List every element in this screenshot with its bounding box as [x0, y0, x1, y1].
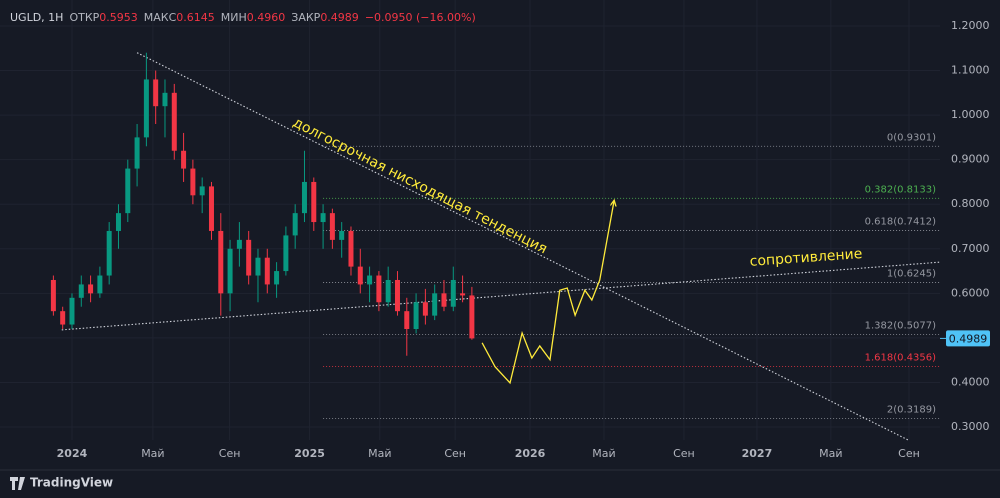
y-tick-label: 0.6000 [951, 286, 990, 299]
brand-logo [10, 477, 25, 490]
candle-body [218, 230, 224, 294]
candle-body [199, 186, 205, 196]
y-tick-label: 1.2000 [951, 19, 990, 32]
x-tick-label: Сен [444, 447, 466, 460]
candle-body [320, 213, 326, 223]
header-item: ОТКР [69, 11, 99, 24]
x-tick-label: Сен [673, 447, 695, 460]
candle-body [357, 266, 363, 285]
header-item: UGLD, 1Н [10, 11, 63, 24]
candle-body [348, 230, 354, 267]
candle-body [134, 137, 140, 169]
candle-body [376, 275, 382, 303]
candle-body [460, 293, 466, 296]
candle-body [404, 311, 410, 329]
header-item: 0.5953 [99, 11, 138, 24]
x-tick-label: Май [368, 447, 391, 460]
candle-body [311, 181, 317, 223]
candle-body [394, 279, 400, 312]
candle-body [422, 302, 428, 316]
candle-body [125, 168, 131, 214]
header-item: МАКС [144, 11, 177, 24]
chart-header: UGLD, 1Н ОТКР0.5953 МАКС0.6145 МИН0.4960 ЗАК… [10, 11, 476, 24]
candle-body [283, 235, 289, 272]
y-tick-label: 0.7000 [951, 242, 990, 255]
candle-body [106, 230, 112, 276]
header-item: 0.4989 [320, 11, 359, 24]
candle-body [292, 213, 298, 236]
fib-label: 1.618(0.4356) [865, 353, 937, 364]
last-price-label: 0.4989 [949, 332, 988, 345]
candle-body [69, 297, 75, 325]
candle-body [97, 275, 103, 294]
fib-label: 0.382(0.8133) [865, 184, 937, 195]
x-tick-label: Сен [219, 447, 241, 460]
candle-body [441, 293, 447, 307]
candle-body [264, 257, 270, 285]
annotation: сопротивление [749, 246, 863, 270]
header-item: −0.0950 (−16.00%) [365, 11, 476, 24]
candle-body [88, 284, 94, 294]
fib-label: 1(0.6245) [887, 268, 936, 279]
candle-body [143, 79, 149, 138]
candle-body [50, 279, 56, 312]
x-tick-label: 2025 [294, 447, 325, 460]
header-item: 0.4960 [247, 11, 286, 24]
candle-body [469, 295, 475, 339]
x-tick-label: Май [592, 447, 615, 460]
x-tick-label: 2024 [57, 447, 88, 460]
candle-body [450, 279, 456, 307]
candle-body [162, 92, 168, 107]
fib-label: 2(0.3189) [887, 405, 936, 416]
candle-body [190, 168, 196, 196]
candle-body [329, 213, 335, 240]
candle-body [236, 239, 242, 249]
candle-body [246, 239, 252, 276]
last-price-tag [946, 330, 990, 347]
fib-label: 0.618(0.7412) [865, 216, 937, 227]
x-tick-label: 2026 [515, 447, 546, 460]
fib-label: 1.382(0.5077) [865, 320, 937, 331]
y-tick-label: 0.9000 [951, 153, 990, 166]
x-tick-label: Май [819, 447, 842, 460]
candle-body [301, 181, 307, 214]
trendline [136, 52, 909, 441]
x-tick-label: Сен [898, 447, 920, 460]
y-tick-label: 0.4000 [951, 375, 990, 388]
candle-body [255, 257, 261, 276]
fib-label: 0(0.9301) [887, 132, 936, 143]
brand: TradingView [30, 476, 113, 490]
x-tick-label: 2027 [742, 447, 773, 460]
candle-body [115, 213, 121, 231]
candle-body [413, 302, 419, 329]
candle-body [208, 186, 214, 231]
y-tick-label: 0.8000 [951, 197, 990, 210]
candle-body [171, 92, 177, 151]
candle-body [153, 79, 159, 107]
candle-body [385, 279, 391, 303]
x-tick-label: Май [141, 447, 164, 460]
candle-body [60, 311, 66, 325]
candle-body [339, 230, 345, 240]
candle-body [227, 248, 233, 294]
candle-body [78, 284, 84, 298]
candle-body [181, 150, 187, 169]
header-item: МИН [221, 11, 247, 24]
y-tick-label: 1.0000 [951, 108, 990, 121]
candle-body [367, 275, 373, 285]
projection-line [481, 200, 614, 385]
y-tick-label: 1.1000 [951, 64, 990, 77]
header-item: 0.6145 [176, 11, 215, 24]
y-tick-label: 0.3000 [951, 420, 990, 433]
candle-body [274, 271, 280, 285]
header-item: ЗАКР [291, 11, 320, 24]
candle-body [432, 293, 438, 316]
